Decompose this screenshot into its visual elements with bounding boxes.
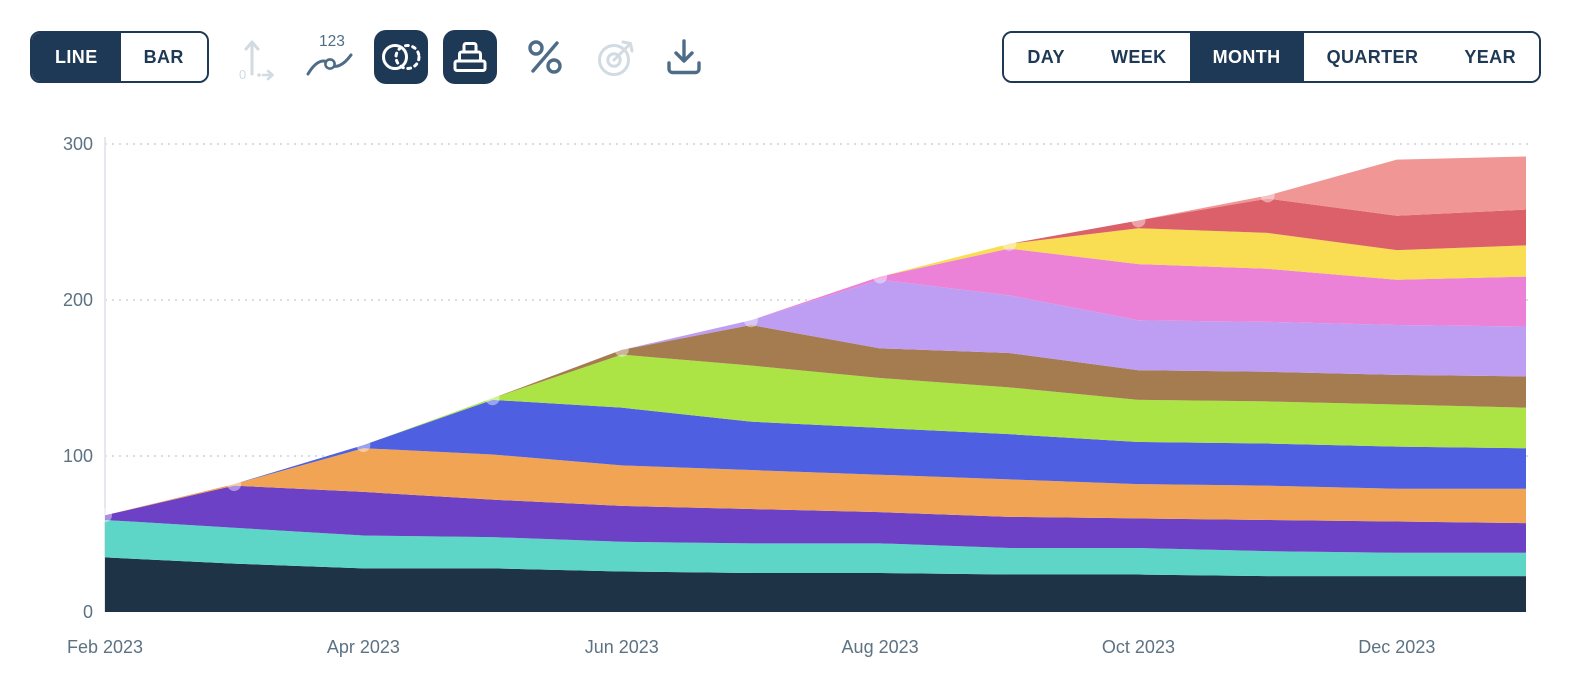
- percent-button[interactable]: [522, 34, 568, 80]
- stacked-icon: [453, 42, 487, 72]
- compare-circles-button[interactable]: [374, 30, 428, 84]
- area-series-blue[interactable]: [105, 399, 1526, 516]
- area-series-pink[interactable]: [105, 248, 1526, 516]
- area-series-teal[interactable]: [105, 519, 1526, 577]
- stacked-view-button[interactable]: [443, 30, 497, 84]
- data-labels-icon: 123: [306, 33, 353, 76]
- emergence-tip-marker: [743, 313, 758, 328]
- y-tick-label: 200: [63, 290, 93, 310]
- emergence-tip-marker: [1131, 213, 1146, 228]
- emergence-tip-marker: [873, 269, 888, 284]
- granularity-month-button[interactable]: MONTH: [1189, 33, 1304, 81]
- emergence-tip-marker: [485, 391, 500, 406]
- emergence-tip-marker: [1002, 236, 1017, 251]
- emergence-tip-marker: [227, 477, 242, 492]
- goal-target-button[interactable]: [592, 32, 642, 82]
- data-labels-button[interactable]: 123: [304, 30, 354, 82]
- y-tick-label: 100: [63, 446, 93, 466]
- x-tick-label: Feb 2023: [67, 637, 143, 657]
- emergence-tip-marker: [356, 438, 371, 453]
- x-tick-label: Apr 2023: [327, 637, 400, 657]
- svg-text:0: 0: [239, 67, 246, 82]
- emergence-tip-marker: [1260, 188, 1275, 203]
- chart-type-bar-button[interactable]: BAR: [120, 33, 207, 81]
- percent-icon: [528, 40, 562, 74]
- svg-text:123: 123: [319, 33, 345, 50]
- x-tick-label: Dec 2023: [1358, 637, 1435, 657]
- emergence-tip-marker: [98, 508, 112, 523]
- emergence-tip-marker: [614, 342, 629, 357]
- y-tick-label: 300: [63, 134, 93, 154]
- area-series-navy[interactable]: [105, 557, 1526, 612]
- chart-type-line-button[interactable]: LINE: [32, 33, 121, 81]
- area-series-purple[interactable]: [105, 485, 1526, 553]
- download-icon: [667, 39, 701, 75]
- granularity-toggle: DAY WEEK MONTH QUARTER YEAR: [1002, 31, 1541, 83]
- area-series-lime[interactable]: [105, 354, 1526, 516]
- granularity-day-button[interactable]: DAY: [1004, 33, 1088, 81]
- area-series-lavender[interactable]: [105, 279, 1526, 516]
- area-series-salmon[interactable]: [105, 156, 1526, 516]
- area-series-orange[interactable]: [105, 448, 1526, 524]
- x-tick-label: Jun 2023: [585, 637, 659, 657]
- axis-scale-icon: 0: [239, 40, 274, 82]
- granularity-year-button[interactable]: YEAR: [1441, 33, 1539, 81]
- granularity-quarter-button[interactable]: QUARTER: [1303, 33, 1442, 81]
- area-series-brown[interactable]: [105, 324, 1526, 516]
- compare-circles-icon: [382, 44, 421, 70]
- area-series-red[interactable]: [105, 198, 1526, 516]
- download-button[interactable]: [660, 34, 708, 80]
- y-tick-label: 0: [83, 602, 93, 622]
- granularity-week-button[interactable]: WEEK: [1087, 33, 1190, 81]
- x-tick-label: Aug 2023: [842, 637, 919, 657]
- area-series-yellow[interactable]: [105, 228, 1526, 516]
- goal-target-icon: [598, 40, 634, 76]
- axis-scale-button[interactable]: 0: [236, 32, 280, 82]
- x-tick-label: Oct 2023: [1102, 637, 1175, 657]
- chart-type-toggle: LINE BAR: [30, 31, 209, 83]
